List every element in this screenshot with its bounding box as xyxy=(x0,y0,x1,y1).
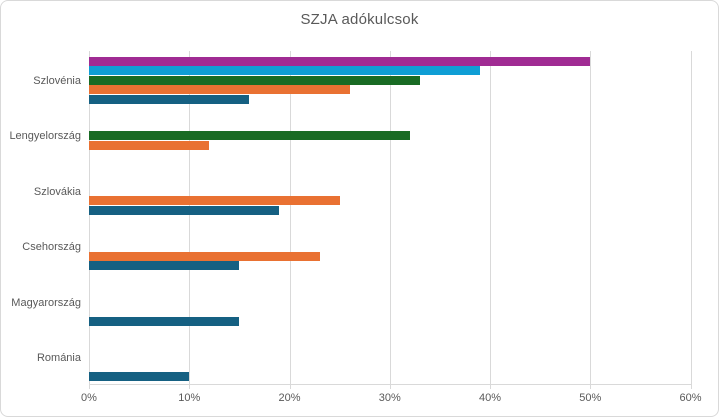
gridline xyxy=(189,51,191,384)
y-axis-label: Románia xyxy=(36,352,81,365)
x-axis-label: 40% xyxy=(478,392,502,404)
bar-szlovénia-series-5 xyxy=(89,57,591,66)
axis-tick xyxy=(289,384,291,389)
bar-szlovénia-series-4 xyxy=(89,66,480,76)
bar-lengyelország-series-2 xyxy=(89,140,210,150)
y-axis-label: Szlovénia xyxy=(33,74,81,87)
bar-szlovákia-series-1 xyxy=(89,205,280,215)
y-axis-label: Csehország xyxy=(22,241,81,254)
x-axis-label: 60% xyxy=(679,392,702,404)
bar-szlovénia-series-2 xyxy=(89,85,350,95)
gridline xyxy=(590,51,592,384)
axis-tick xyxy=(189,384,191,389)
axis-tick xyxy=(690,384,692,389)
gridline xyxy=(389,51,391,384)
chart-title: SZJA adókulcsok xyxy=(300,11,419,28)
x-axis-label: 0% xyxy=(81,392,97,404)
y-axis-line xyxy=(89,51,90,384)
bar-csehország-series-2 xyxy=(89,251,320,261)
y-axis-label: Magyarország xyxy=(11,296,81,309)
axis-tick xyxy=(89,384,90,389)
plot-area xyxy=(89,51,692,385)
gridline xyxy=(289,51,291,384)
x-axis-label: 10% xyxy=(178,392,201,404)
x-axis-label: 50% xyxy=(579,392,602,404)
gridline xyxy=(690,51,692,384)
y-axis-label: Lengyelország xyxy=(9,130,81,143)
bar-lengyelország-series-3 xyxy=(89,131,410,141)
bar-csehország-series-1 xyxy=(89,261,240,271)
bar-románia-series-1 xyxy=(89,372,190,382)
axis-tick xyxy=(590,384,592,389)
x-axis-label: 30% xyxy=(378,392,401,404)
x-axis-label: 20% xyxy=(278,392,301,404)
axis-tick xyxy=(389,384,391,389)
axis-tick xyxy=(490,384,491,389)
gridline xyxy=(490,51,491,384)
y-axis-label: Szlovákia xyxy=(33,185,81,198)
bar-szlovénia-series-3 xyxy=(89,75,420,85)
bar-szlovénia-series-1 xyxy=(89,94,250,104)
bar-szlovákia-series-2 xyxy=(89,196,340,206)
bar-magyarország-series-1 xyxy=(89,316,240,326)
